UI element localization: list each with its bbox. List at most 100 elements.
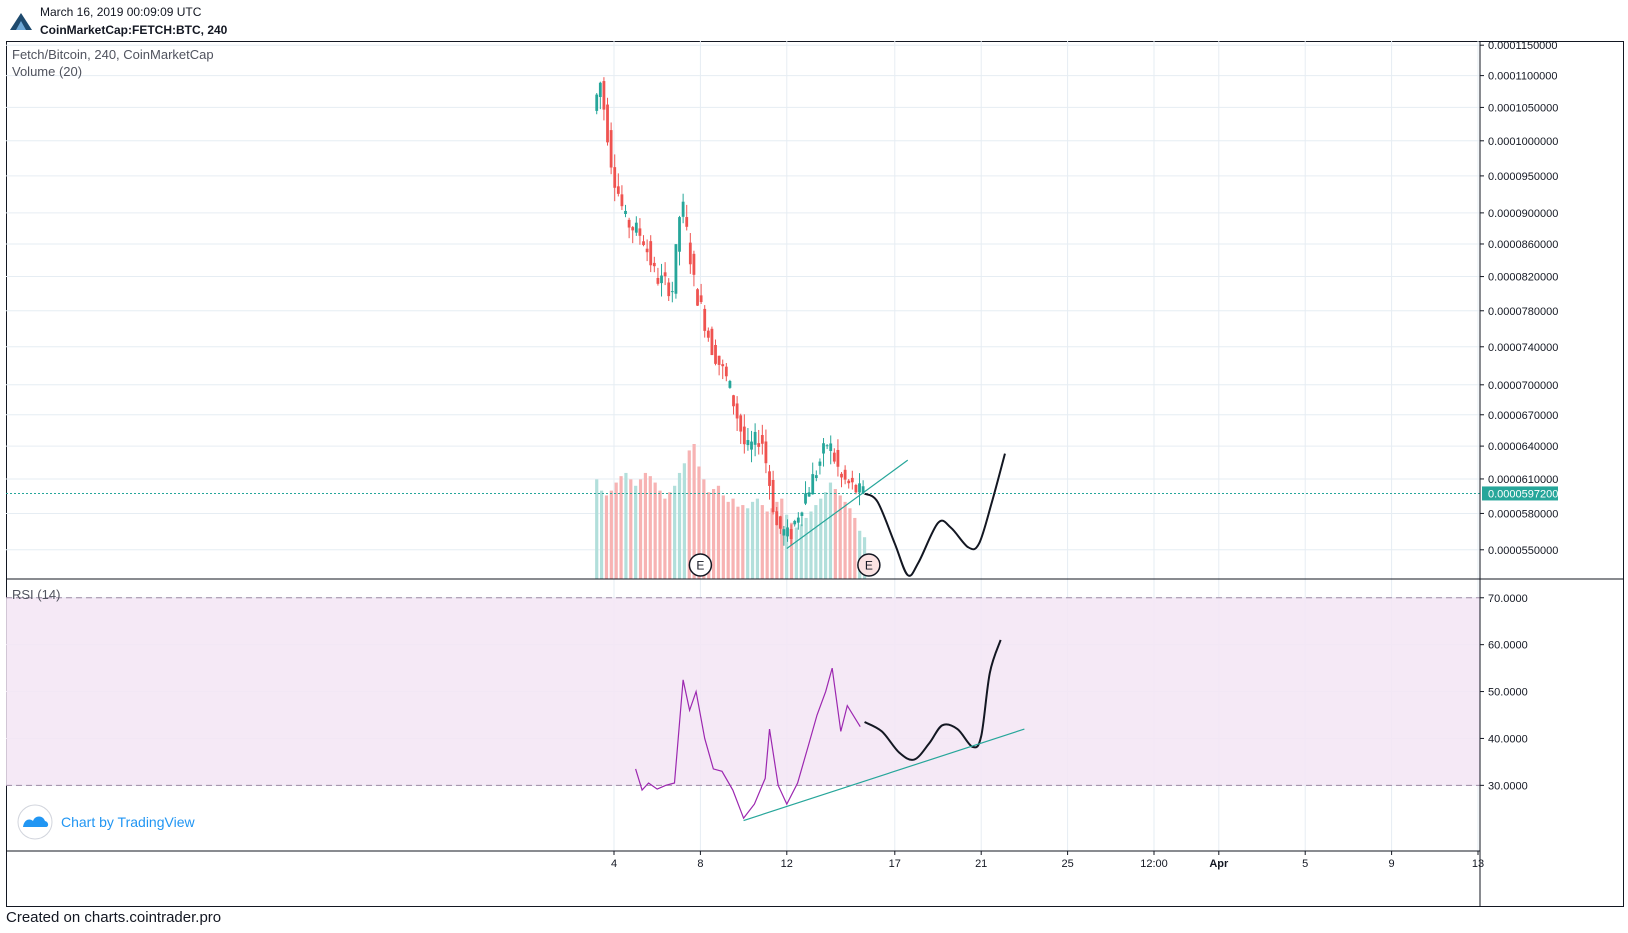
chart-header: March 16, 2019 00:09:09 UTC CoinMarketCa… bbox=[0, 0, 1628, 40]
volume-bar bbox=[828, 482, 833, 579]
earnings-marker-label: E bbox=[696, 559, 704, 573]
time-axis-label: 25 bbox=[1061, 858, 1073, 870]
volume-bar bbox=[770, 508, 774, 579]
candle-body bbox=[642, 241, 645, 246]
volume-bar bbox=[619, 476, 623, 579]
rsi-axis-label: 30.0000 bbox=[1488, 780, 1528, 792]
volume-bar bbox=[843, 501, 847, 579]
cloud-icon bbox=[23, 816, 49, 827]
candle-body bbox=[638, 228, 642, 236]
candle-body bbox=[753, 431, 757, 445]
time-axis-label: 4 bbox=[611, 858, 617, 870]
time-axis-label: 12:00 bbox=[1140, 858, 1168, 870]
volume-bar bbox=[697, 466, 701, 579]
time-axis-label: 21 bbox=[975, 858, 987, 870]
volume-bar bbox=[663, 498, 667, 579]
rsi-line bbox=[635, 667, 861, 820]
price-axis[interactable]: 0.0001150000 0.0001100000 0.0001050000 0.00… bbox=[1480, 41, 1558, 557]
candle-body bbox=[825, 445, 829, 447]
last-price-tag-label: 0.0000597200 bbox=[1488, 488, 1558, 500]
price-axis-label: 0.0000740000 bbox=[1488, 342, 1558, 354]
volume-bars bbox=[595, 444, 867, 579]
volume-bar bbox=[716, 485, 721, 579]
candle-body bbox=[681, 201, 685, 217]
candle-body bbox=[696, 289, 699, 306]
volume-bar bbox=[595, 479, 599, 579]
volume-bar bbox=[794, 527, 798, 579]
rsi-projection-path[interactable] bbox=[864, 639, 1002, 761]
rsi-axis[interactable]: 70.0000 60.0000 50.0000 40.0000 30.0000 bbox=[1480, 593, 1528, 793]
volume-bar bbox=[687, 450, 691, 579]
volume-bar bbox=[609, 490, 613, 579]
candle-body bbox=[814, 475, 818, 479]
price-axis-label: 0.0000580000 bbox=[1488, 508, 1558, 520]
candle-body bbox=[739, 415, 743, 432]
volume-bar bbox=[858, 530, 862, 579]
candle-body bbox=[742, 426, 746, 445]
legend-title[interactable]: Fetch/Bitcoin, 240, CoinMarketCap bbox=[12, 47, 214, 62]
candle-body bbox=[735, 403, 739, 419]
candle-body bbox=[832, 452, 836, 462]
price-projection-path[interactable] bbox=[864, 453, 1006, 577]
candle-body bbox=[771, 479, 775, 513]
candle-body bbox=[854, 485, 858, 493]
volume-bar bbox=[653, 482, 657, 579]
volume-bar bbox=[750, 501, 755, 579]
candle-body bbox=[663, 272, 667, 277]
legend-rsi[interactable]: RSI (14) bbox=[12, 587, 60, 602]
candle-body bbox=[710, 328, 714, 356]
candle-body bbox=[649, 241, 653, 266]
rsi-axis-label: 40.0000 bbox=[1488, 733, 1528, 745]
volume-bar bbox=[853, 517, 857, 579]
rsi-axis-label: 60.0000 bbox=[1488, 640, 1528, 652]
volume-bar bbox=[702, 479, 706, 579]
candle-body bbox=[645, 248, 649, 253]
time-axis-label: 9 bbox=[1389, 858, 1395, 870]
candle-body bbox=[847, 480, 851, 484]
price-axis-label: 0.0000550000 bbox=[1488, 545, 1558, 557]
volume-bar bbox=[711, 489, 716, 579]
candle-body bbox=[750, 441, 753, 450]
time-axis[interactable]: 4 8 12 17 21 25 12:00 Apr 5 9 13 bbox=[611, 851, 1484, 870]
time-axis-label: Apr bbox=[1209, 858, 1229, 870]
candle-body bbox=[724, 366, 728, 377]
candle-body bbox=[688, 242, 692, 265]
candle-body bbox=[609, 130, 613, 168]
candle-body bbox=[624, 210, 627, 214]
tradingview-badge-label[interactable]: Chart by TradingView bbox=[61, 814, 195, 830]
candle-body bbox=[656, 277, 660, 284]
rsi-lines bbox=[635, 639, 1002, 820]
candle-body bbox=[861, 486, 865, 493]
candle-body bbox=[667, 282, 671, 297]
rsi-trendline[interactable] bbox=[743, 728, 1025, 822]
earnings-marker-icon[interactable] bbox=[857, 553, 881, 577]
volume-bar bbox=[658, 490, 662, 579]
candle-body bbox=[652, 262, 656, 267]
volume-bar bbox=[755, 498, 760, 579]
candle-body bbox=[818, 461, 822, 466]
volume-bar bbox=[814, 505, 818, 579]
legend-volume[interactable]: Volume (20) bbox=[12, 64, 82, 79]
candle-body bbox=[703, 308, 707, 331]
time-axis-label: 12 bbox=[781, 858, 793, 870]
volume-bar bbox=[775, 501, 779, 579]
volume-bar bbox=[785, 514, 789, 579]
candle-body bbox=[778, 516, 782, 529]
candle-body bbox=[627, 219, 631, 228]
volume-bar bbox=[731, 498, 735, 579]
snapshot-date: March 16, 2019 00:09:09 UTC bbox=[40, 5, 202, 19]
price-axis-label: 0.0000670000 bbox=[1488, 410, 1558, 422]
candle-body bbox=[721, 364, 725, 367]
last-price-tag-background bbox=[1482, 486, 1558, 501]
candle-body bbox=[836, 449, 840, 467]
candle-body bbox=[804, 493, 807, 504]
candle-body bbox=[717, 355, 721, 365]
candle-body bbox=[800, 512, 804, 516]
volume-bar bbox=[599, 490, 604, 579]
tradingview-badge[interactable]: Chart by TradingView bbox=[17, 804, 195, 840]
earnings-marker-icon[interactable] bbox=[688, 553, 713, 577]
candle-body bbox=[678, 217, 681, 252]
volume-bar bbox=[624, 472, 628, 579]
price-trendline[interactable] bbox=[786, 459, 909, 550]
